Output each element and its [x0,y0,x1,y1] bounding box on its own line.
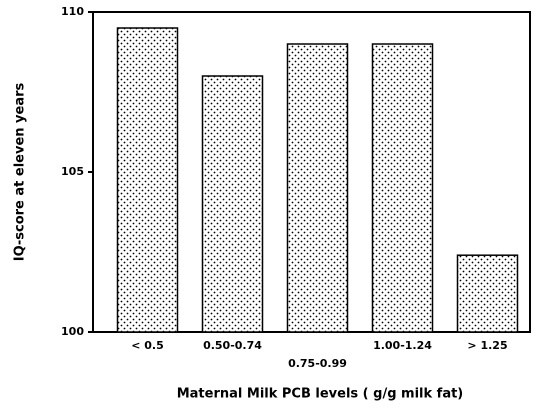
bar [371,43,434,333]
bar [286,43,349,333]
y-tick-label: 110 [61,5,84,18]
bar [201,75,264,333]
bar [456,254,519,333]
x-tick-label: > 1.25 [467,339,507,352]
y-tick-label: 100 [61,325,84,338]
y-tick-label: 105 [61,165,84,178]
x-tick-label: < 0.5 [131,339,164,352]
bar [116,27,179,333]
x-tick-label: 0.75-0.99 [288,357,347,370]
x-tick-label: 0.50-0.74 [203,339,262,352]
x-axis-label: Maternal Milk PCB levels ( g/g milk fat) [177,387,464,402]
y-axis-label: IQ-score at eleven years [13,82,28,261]
x-tick-label: 1.00-1.24 [373,339,432,352]
